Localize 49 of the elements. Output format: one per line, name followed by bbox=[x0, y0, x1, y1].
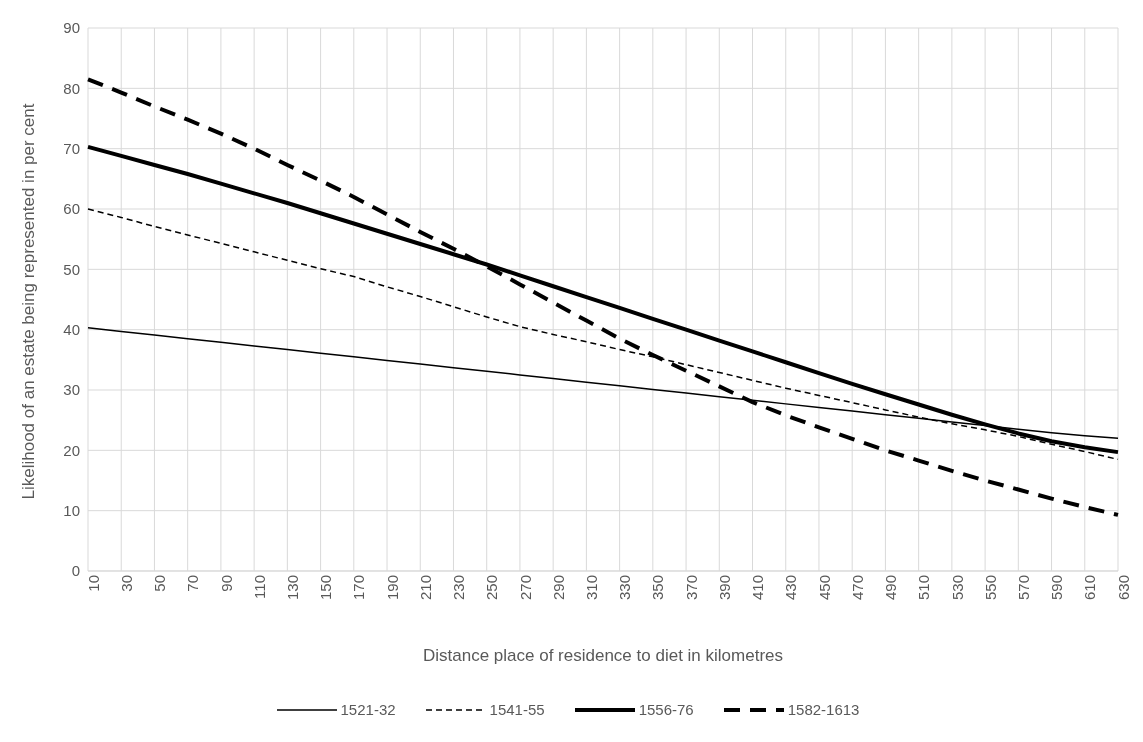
x-tick-label: 190 bbox=[383, 575, 401, 601]
x-tick-label: 250 bbox=[483, 575, 501, 601]
y-axis-title: Likelihood of an estate being represented in per cent bbox=[19, 103, 39, 500]
y-tick-label: 80 bbox=[63, 79, 80, 97]
x-tick-label: 330 bbox=[616, 575, 634, 601]
x-tick-label: 590 bbox=[1048, 575, 1066, 601]
x-tick-label: 210 bbox=[416, 575, 434, 601]
x-tick-label: 130 bbox=[284, 575, 301, 601]
x-tick-label: 350 bbox=[649, 575, 667, 601]
x-tick-label: 430 bbox=[782, 575, 800, 601]
x-tick-label: 230 bbox=[450, 575, 468, 601]
x-tick-label: 170 bbox=[350, 575, 368, 601]
x-tick-label: 50 bbox=[151, 575, 169, 592]
x-tick-label: 450 bbox=[815, 575, 833, 601]
y-tick-label: 10 bbox=[63, 501, 80, 519]
x-tick-label: 410 bbox=[749, 575, 767, 601]
legend-label: 1541-55 bbox=[488, 701, 545, 718]
legend-label: 1556-76 bbox=[637, 701, 694, 718]
x-tick-label: 630 bbox=[1114, 575, 1132, 601]
x-tick-label: 270 bbox=[516, 575, 534, 601]
x-tick-label: 510 bbox=[915, 575, 933, 601]
x-tick-label: 490 bbox=[882, 575, 900, 601]
legend-label: 1521-32 bbox=[339, 701, 396, 718]
x-tick-label: 290 bbox=[549, 575, 567, 601]
line-series bbox=[86, 77, 1120, 517]
x-tick-label: 10 bbox=[84, 575, 102, 592]
x-tick-label: 570 bbox=[1014, 575, 1032, 601]
x-tick-label: 610 bbox=[1081, 575, 1099, 601]
y-tick-label: 30 bbox=[63, 381, 80, 399]
x-tick-label: 150 bbox=[317, 575, 335, 601]
x-tick-label: 550 bbox=[981, 575, 999, 601]
y-tick-label: 50 bbox=[63, 260, 80, 278]
y-tick-label: 0 bbox=[71, 562, 80, 580]
x-tick-label: 110 bbox=[250, 575, 268, 599]
x-tick-label: 30 bbox=[117, 575, 135, 592]
x-tick-label: 310 bbox=[583, 575, 601, 601]
y-tick-label: 90 bbox=[63, 19, 80, 37]
x-tick-label: 90 bbox=[217, 575, 235, 592]
x-axis-title: Distance place of residence to diet in kilometres bbox=[422, 646, 784, 665]
legend-label: 1582-1613 bbox=[786, 701, 860, 718]
y-tick-label: 40 bbox=[63, 320, 80, 338]
x-tick-label: 390 bbox=[715, 575, 733, 601]
x-tick-label: 70 bbox=[184, 575, 202, 592]
y-tick-label: 60 bbox=[63, 200, 80, 218]
x-tick-label: 470 bbox=[848, 575, 866, 601]
x-tick-label: 530 bbox=[948, 575, 966, 601]
y-tick-label: 70 bbox=[63, 139, 80, 157]
x-tick-label: 370 bbox=[682, 575, 700, 601]
y-tick-label: 20 bbox=[63, 441, 80, 459]
